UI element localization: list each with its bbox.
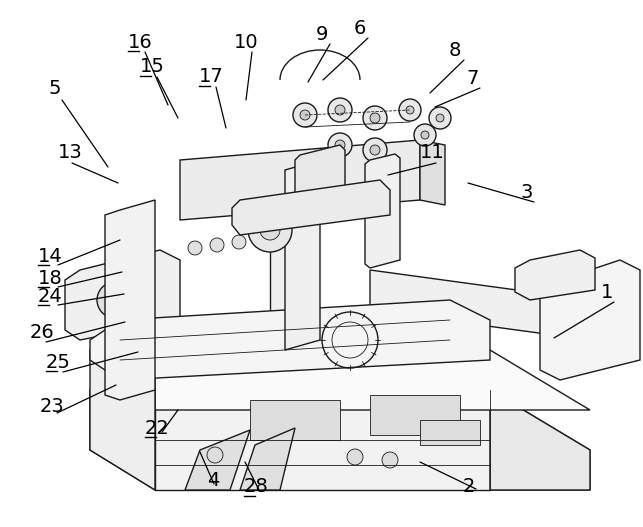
Circle shape (335, 140, 345, 150)
Polygon shape (540, 260, 640, 380)
Text: 22: 22 (145, 418, 170, 437)
Circle shape (293, 103, 317, 127)
Text: 15: 15 (140, 57, 165, 76)
Text: 7: 7 (466, 69, 478, 87)
Polygon shape (295, 145, 345, 210)
Text: 13: 13 (58, 142, 83, 161)
Polygon shape (515, 250, 595, 300)
Circle shape (260, 220, 280, 240)
Polygon shape (180, 140, 420, 220)
Text: 9: 9 (316, 24, 329, 44)
Circle shape (207, 447, 223, 463)
Polygon shape (65, 250, 180, 340)
Circle shape (254, 232, 268, 246)
Circle shape (436, 114, 444, 122)
Text: 23: 23 (40, 397, 65, 416)
Text: 3: 3 (521, 182, 534, 201)
Text: 25: 25 (46, 353, 71, 372)
Polygon shape (90, 300, 490, 380)
Text: 1: 1 (601, 282, 613, 301)
Circle shape (188, 241, 202, 255)
Circle shape (347, 449, 363, 465)
Circle shape (210, 238, 224, 252)
Circle shape (97, 282, 133, 318)
Polygon shape (185, 430, 250, 490)
Circle shape (300, 110, 310, 120)
Circle shape (248, 208, 292, 252)
Polygon shape (90, 390, 590, 490)
Circle shape (421, 131, 429, 139)
Polygon shape (90, 350, 590, 410)
Circle shape (414, 124, 436, 146)
Text: 26: 26 (30, 324, 55, 343)
Circle shape (107, 292, 123, 308)
Polygon shape (232, 180, 390, 235)
Polygon shape (420, 140, 445, 205)
Circle shape (429, 107, 451, 129)
Circle shape (328, 133, 352, 157)
Text: 4: 4 (207, 472, 219, 491)
Text: 10: 10 (234, 33, 258, 52)
Circle shape (363, 138, 387, 162)
Text: 11: 11 (420, 142, 445, 161)
Circle shape (232, 235, 246, 249)
Polygon shape (370, 395, 460, 435)
Polygon shape (590, 290, 620, 340)
Text: 16: 16 (128, 33, 153, 52)
Text: 18: 18 (38, 268, 63, 288)
Text: 2: 2 (463, 477, 475, 496)
Circle shape (328, 98, 352, 122)
Polygon shape (365, 154, 400, 268)
Text: 28: 28 (244, 477, 269, 496)
Polygon shape (285, 160, 320, 350)
Circle shape (406, 106, 414, 114)
Circle shape (276, 229, 290, 243)
Circle shape (382, 452, 398, 468)
Polygon shape (105, 200, 155, 400)
Circle shape (370, 145, 380, 155)
Text: 5: 5 (48, 80, 60, 99)
Circle shape (363, 106, 387, 130)
Polygon shape (270, 200, 310, 360)
Polygon shape (490, 390, 590, 490)
Circle shape (370, 113, 380, 123)
Polygon shape (420, 420, 480, 445)
Polygon shape (240, 428, 295, 490)
Polygon shape (250, 400, 340, 440)
Text: 17: 17 (199, 67, 224, 86)
Polygon shape (370, 270, 590, 340)
Text: 6: 6 (354, 18, 367, 37)
Circle shape (399, 99, 421, 121)
Circle shape (335, 105, 345, 115)
Polygon shape (90, 350, 155, 490)
Text: 8: 8 (449, 41, 462, 60)
Text: 24: 24 (38, 287, 63, 306)
Text: 14: 14 (38, 247, 63, 266)
Polygon shape (155, 390, 490, 490)
